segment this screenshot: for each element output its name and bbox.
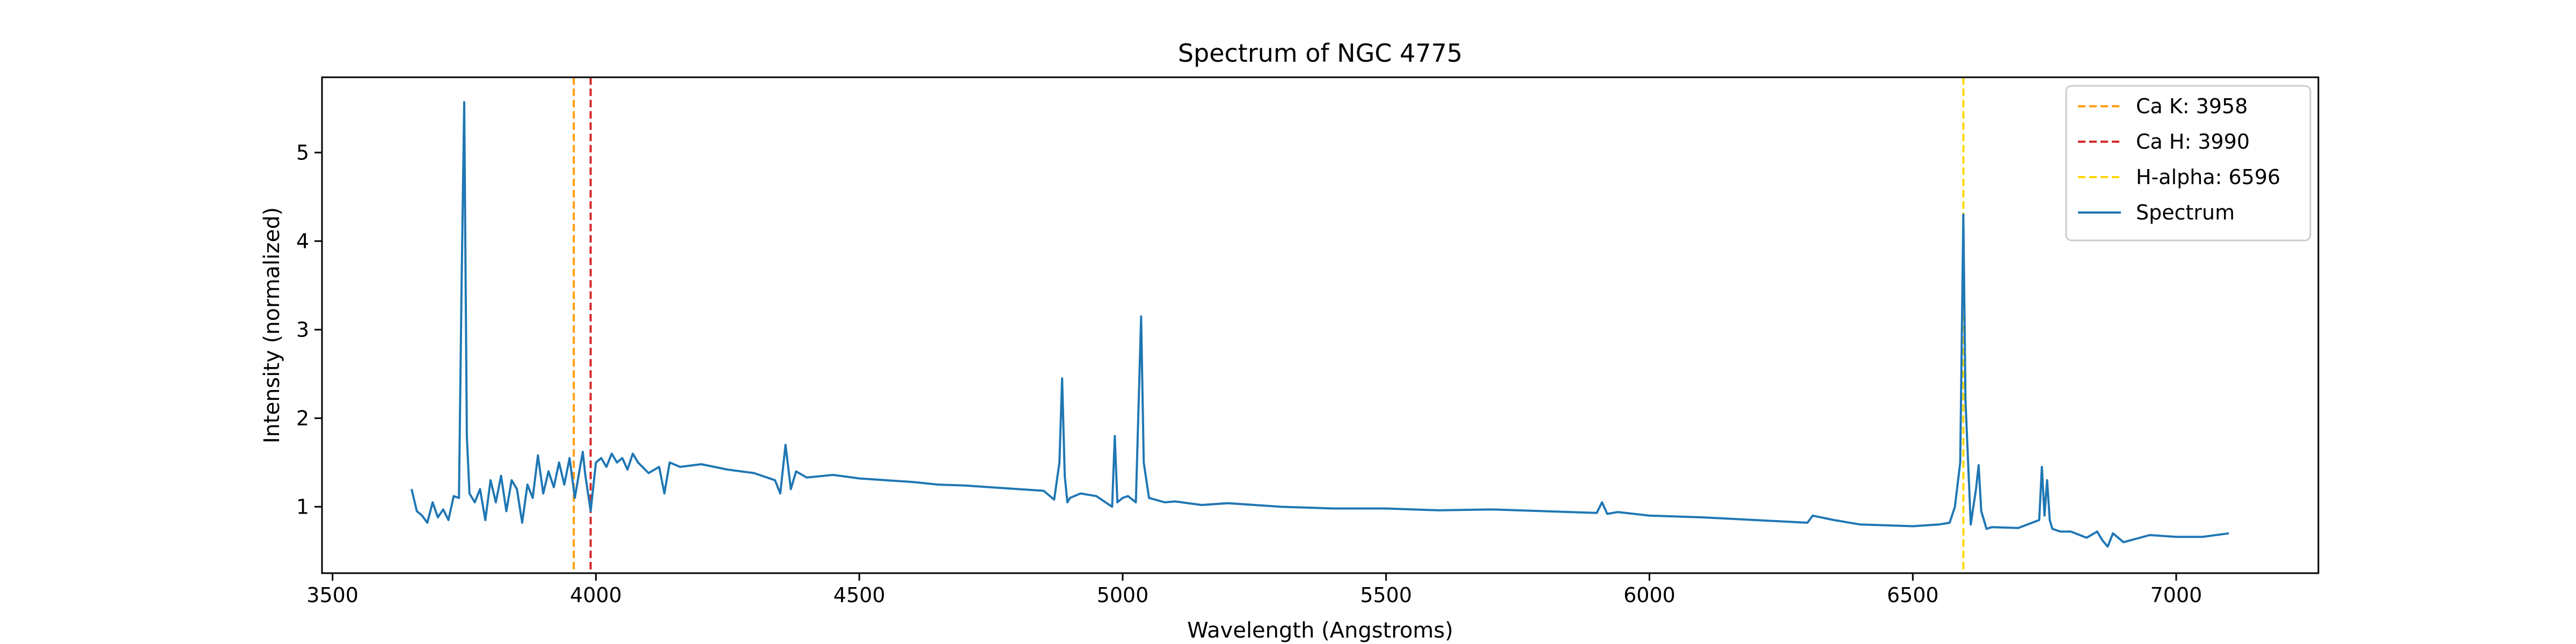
x-tick-label: 6000: [1623, 583, 1675, 607]
x-tick-label: 5000: [1097, 583, 1149, 607]
chart-title: Spectrum of NGC 4775: [1178, 39, 1462, 68]
x-tick-label: 3500: [306, 583, 358, 607]
x-tick-label: 4500: [833, 583, 885, 607]
x-axis: 3500 4000 4500 5000 5500 6000 6500 7000: [306, 573, 2202, 607]
legend-label: Ca K: 3958: [2136, 94, 2248, 118]
x-tick-label: 5500: [1360, 583, 1412, 607]
legend: Ca K: 3958 Ca H: 3990 H-alpha: 6596 Spectru…: [2065, 85, 2311, 241]
x-tick-label: 7000: [2150, 583, 2202, 607]
series-layer: [410, 101, 2229, 548]
y-tick-label: 1: [296, 495, 309, 518]
legend-label: Ca H: 3990: [2136, 130, 2250, 153]
spectrum-line: [410, 101, 2229, 548]
y-tick-label: 5: [296, 141, 309, 164]
legend-box: [2065, 85, 2311, 241]
y-tick-label: 2: [296, 406, 309, 430]
legend-label: Spectrum: [2136, 201, 2235, 224]
plot-frame: [321, 76, 2319, 574]
y-axis-label: Intensity (normalized): [260, 207, 284, 443]
x-tick-label: 4000: [570, 583, 622, 607]
y-axis: 1 2 3 4 5: [296, 141, 322, 518]
x-axis-label: Wavelength (Angstroms): [1187, 618, 1453, 643]
x-tick-label: 6500: [1887, 583, 1939, 607]
y-tick-label: 4: [296, 229, 309, 253]
y-tick-label: 3: [296, 318, 309, 341]
plot-area: [322, 77, 2318, 573]
legend-label: H-alpha: 6596: [2136, 165, 2280, 189]
